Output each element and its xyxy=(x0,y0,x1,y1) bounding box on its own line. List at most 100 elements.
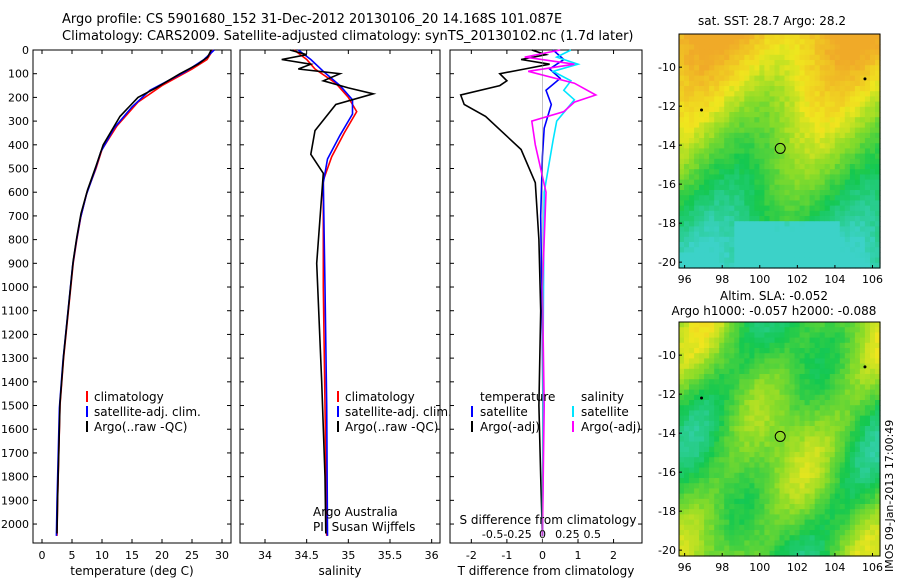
map-cell xyxy=(870,535,876,541)
map-cell xyxy=(734,216,740,222)
map-cell xyxy=(739,195,745,201)
map-cell xyxy=(694,363,700,370)
map-cell xyxy=(870,122,876,129)
map-cell xyxy=(729,122,735,129)
map-cell xyxy=(679,112,685,118)
map-cell xyxy=(864,34,871,40)
map-cell xyxy=(724,332,730,339)
map-cell xyxy=(784,132,791,139)
map-cell xyxy=(819,535,826,541)
map-cell xyxy=(734,420,740,427)
map-cell xyxy=(769,70,776,77)
y-tick-label: 1300 xyxy=(1,352,29,365)
map-cell xyxy=(764,462,770,469)
map-cell xyxy=(804,400,811,406)
map-cell xyxy=(709,446,715,453)
map-cell xyxy=(824,353,831,359)
map-cell xyxy=(744,132,750,139)
map-cell xyxy=(689,153,695,160)
map-cell xyxy=(754,420,760,427)
map-cell xyxy=(870,210,876,217)
map-cell xyxy=(829,231,836,238)
map-cell xyxy=(729,504,735,510)
map-cell xyxy=(809,252,816,259)
float-dot xyxy=(700,108,704,112)
map-cell xyxy=(839,221,846,227)
map-cell xyxy=(709,467,715,474)
map-cell xyxy=(834,493,841,500)
map-cell xyxy=(829,169,836,175)
map-cell xyxy=(689,86,695,92)
map-cell xyxy=(679,226,685,233)
map-cell xyxy=(774,148,781,155)
map-cell xyxy=(739,164,745,170)
map-cell xyxy=(734,65,740,71)
map-cell xyxy=(714,540,720,547)
map-cell xyxy=(699,242,705,248)
map-cell xyxy=(769,210,776,217)
map-cell xyxy=(864,122,871,129)
map-cell xyxy=(769,530,776,536)
map-cell xyxy=(749,91,755,97)
map-cell xyxy=(849,158,856,165)
map-cell xyxy=(724,488,730,495)
map-cell xyxy=(724,231,730,238)
map-cell xyxy=(784,478,791,484)
map-cell xyxy=(679,205,685,212)
map-cell xyxy=(809,535,816,541)
map-cell xyxy=(875,91,881,97)
map-cell xyxy=(789,504,796,510)
map-cell xyxy=(709,410,715,417)
map-cell xyxy=(839,363,846,370)
map-cell xyxy=(864,530,871,536)
map-cell xyxy=(844,379,851,385)
map-cell xyxy=(689,519,695,526)
legend-label: Argo(-adj) xyxy=(581,420,641,434)
map-cell xyxy=(769,420,776,427)
map-cell xyxy=(789,205,796,212)
x-tick-label: 34.5 xyxy=(294,549,319,562)
map-cell xyxy=(709,514,715,521)
map-cell xyxy=(754,190,760,196)
map-cell xyxy=(849,184,856,191)
map-cell xyxy=(864,358,871,365)
map-cell xyxy=(754,205,760,212)
map-cell xyxy=(875,524,881,531)
map-cell xyxy=(714,493,720,500)
map-cell xyxy=(694,431,700,437)
map-cell xyxy=(794,358,801,365)
map-cell xyxy=(764,112,770,118)
x-axis-label: temperature (deg C) xyxy=(70,564,193,578)
map-cell xyxy=(834,60,841,66)
map-cell xyxy=(724,257,730,264)
map-cell xyxy=(744,106,750,113)
map-cell xyxy=(734,96,740,103)
map-cell xyxy=(784,127,791,134)
map-cell xyxy=(859,452,866,458)
map-cell xyxy=(829,389,836,396)
map-cell xyxy=(719,200,725,207)
map-cell xyxy=(814,205,821,212)
map-cell xyxy=(719,96,725,103)
map-cell xyxy=(784,80,791,87)
map-cell xyxy=(689,257,695,264)
map-cell xyxy=(784,509,791,515)
map-cell xyxy=(694,80,700,87)
map-cell xyxy=(729,493,735,500)
map-cell xyxy=(789,138,796,144)
map-cell xyxy=(724,112,730,118)
map-cell xyxy=(784,164,791,170)
map-cell xyxy=(839,143,846,149)
map-cell xyxy=(724,483,730,489)
map-cell xyxy=(739,86,745,92)
map-y-tick-label: -18 xyxy=(658,505,676,518)
map-cell xyxy=(849,236,856,243)
map-cell xyxy=(809,247,816,253)
map-cell xyxy=(754,247,760,253)
map-cell xyxy=(849,462,856,469)
map-cell xyxy=(724,101,730,108)
map-cell xyxy=(794,158,801,165)
map-cell xyxy=(704,179,710,186)
map-cell xyxy=(814,524,821,531)
map-cell xyxy=(689,106,695,113)
